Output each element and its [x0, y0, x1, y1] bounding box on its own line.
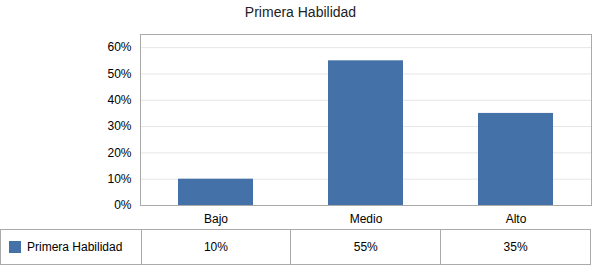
- svg-text:60%: 60%: [107, 40, 131, 54]
- svg-text:10%: 10%: [107, 172, 131, 186]
- html-text:Primera Habilidad: Primera Habilidad: [27, 240, 123, 254]
- svg-text:Alto: Alto: [506, 212, 527, 226]
- svg-text:Bajo: Bajo: [204, 212, 228, 226]
- html-text:10%: 10%: [203, 240, 228, 254]
- svg-text:0%: 0%: [114, 198, 132, 212]
- svg-text:30%: 30%: [107, 119, 131, 133]
- html-text:Primera Habilidad: Primera Habilidad: [244, 4, 357, 20]
- svg-text:Medio: Medio: [350, 212, 383, 226]
- svg-text:40%: 40%: [107, 93, 131, 107]
- svg-text:20%: 20%: [107, 146, 131, 160]
- html-text:35%: 35%: [503, 240, 528, 254]
- svg-text:50%: 50%: [107, 67, 131, 81]
- html-text:55%: 55%: [353, 240, 378, 254]
